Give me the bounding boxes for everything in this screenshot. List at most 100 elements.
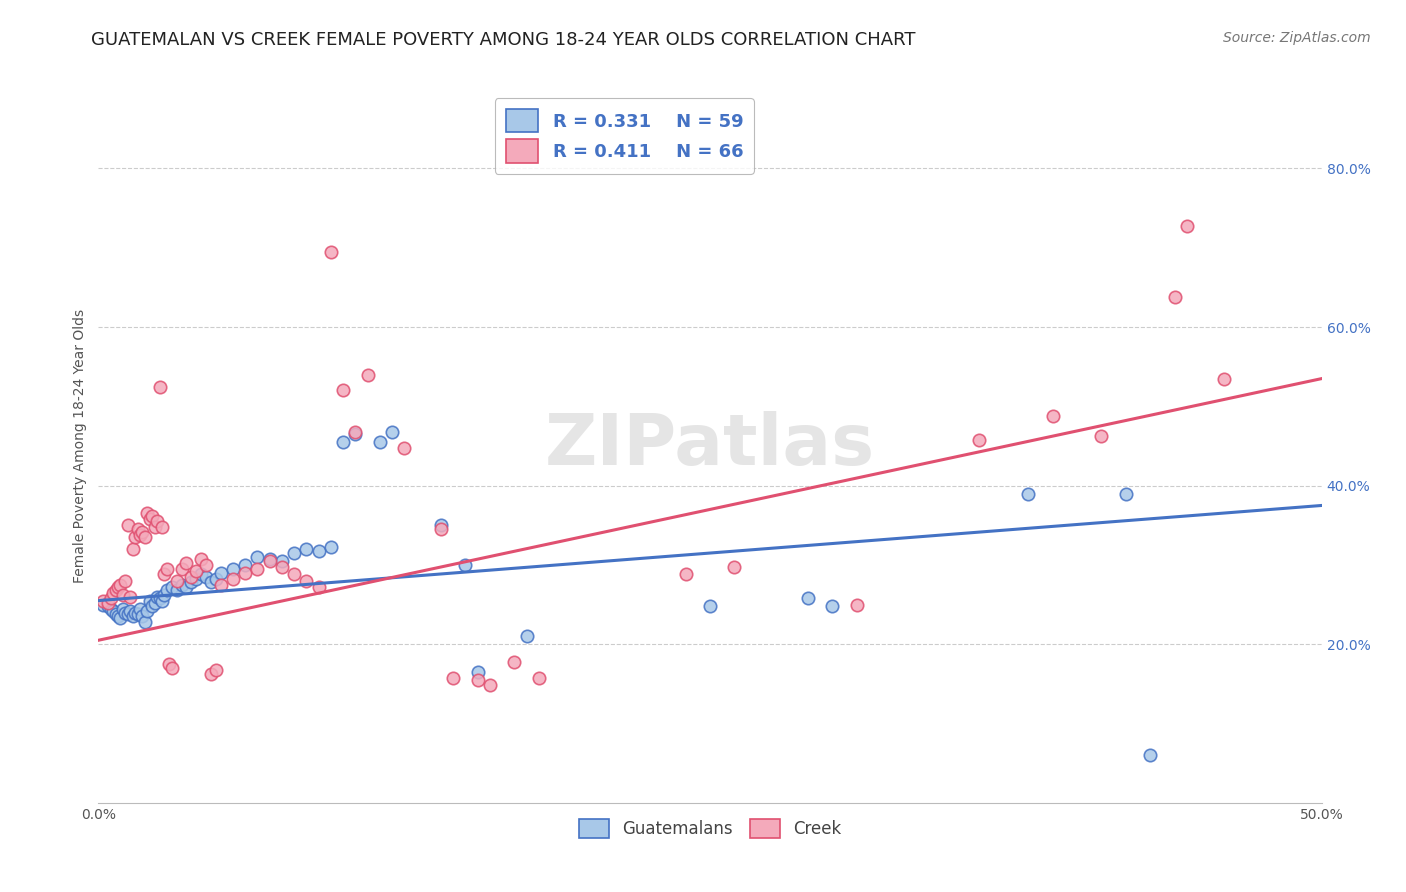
Point <box>467 665 489 679</box>
Point <box>1175 219 1198 233</box>
Point <box>319 244 342 259</box>
Point <box>195 570 218 584</box>
Point <box>180 575 202 590</box>
Point <box>111 588 134 602</box>
Point <box>129 601 152 615</box>
Point <box>209 566 232 580</box>
Point <box>467 673 489 687</box>
Point <box>283 567 305 582</box>
Point <box>146 514 169 528</box>
Point <box>270 559 294 574</box>
Point <box>195 558 218 572</box>
Point <box>111 601 134 615</box>
Point <box>97 599 120 614</box>
Point <box>699 599 721 614</box>
Point <box>97 596 120 610</box>
Point <box>146 590 169 604</box>
Point <box>131 609 153 624</box>
Point <box>259 554 281 568</box>
Point <box>190 567 212 582</box>
Point <box>117 518 139 533</box>
Point <box>107 609 129 624</box>
Point <box>1212 371 1234 385</box>
Point <box>821 599 844 614</box>
Point <box>136 604 159 618</box>
Point <box>160 661 183 675</box>
Point <box>344 425 367 439</box>
Point <box>186 572 208 586</box>
Point <box>308 543 330 558</box>
Point <box>1090 429 1112 443</box>
Point <box>209 578 232 592</box>
Point <box>233 566 256 580</box>
Point <box>270 554 294 568</box>
Point <box>143 596 166 610</box>
Point <box>100 591 122 606</box>
Point <box>134 615 156 629</box>
Point <box>176 580 198 594</box>
Point <box>176 557 198 571</box>
Point <box>332 384 354 398</box>
Y-axis label: Female Poverty Among 18-24 Year Olds: Female Poverty Among 18-24 Year Olds <box>73 309 87 583</box>
Point <box>101 585 124 599</box>
Point <box>160 580 183 594</box>
Point <box>149 591 172 606</box>
Point <box>723 559 745 574</box>
Point <box>110 611 132 625</box>
Point <box>104 607 127 621</box>
Point <box>246 549 269 564</box>
Point <box>121 542 143 557</box>
Point <box>205 663 228 677</box>
Point <box>392 441 416 455</box>
Point <box>344 427 367 442</box>
Point <box>222 562 245 576</box>
Point <box>441 671 464 685</box>
Point <box>845 598 868 612</box>
Point <box>150 593 173 607</box>
Point <box>127 607 149 621</box>
Point <box>101 604 124 618</box>
Point <box>1139 748 1161 763</box>
Point <box>156 562 179 576</box>
Point <box>153 588 176 602</box>
Point <box>120 604 142 618</box>
Point <box>205 572 228 586</box>
Point <box>308 580 330 594</box>
Point <box>797 591 820 606</box>
Point <box>180 570 202 584</box>
Point <box>381 425 404 439</box>
Point <box>114 606 136 620</box>
Point <box>319 541 342 555</box>
Point <box>134 530 156 544</box>
Point <box>143 520 166 534</box>
Point <box>136 507 159 521</box>
Point <box>295 574 318 588</box>
Point <box>156 583 179 598</box>
Point <box>190 551 212 566</box>
Point <box>515 629 537 643</box>
Point <box>141 599 163 614</box>
Point <box>246 562 269 576</box>
Point <box>100 601 122 615</box>
Point <box>233 558 256 572</box>
Point <box>127 522 149 536</box>
Point <box>478 678 501 692</box>
Text: Source: ZipAtlas.com: Source: ZipAtlas.com <box>1223 31 1371 45</box>
Point <box>222 572 245 586</box>
Point <box>503 655 526 669</box>
Point <box>91 593 114 607</box>
Point <box>259 551 281 566</box>
Point <box>121 609 143 624</box>
Point <box>454 558 477 572</box>
Point <box>186 564 208 578</box>
Point <box>430 518 453 533</box>
Point <box>150 520 173 534</box>
Point <box>91 598 114 612</box>
Point <box>170 578 193 592</box>
Point <box>117 607 139 621</box>
Point <box>1042 409 1064 423</box>
Point <box>166 574 188 588</box>
Legend: Guatemalans, Creek: Guatemalans, Creek <box>572 812 848 845</box>
Point <box>170 562 193 576</box>
Point <box>149 379 172 393</box>
